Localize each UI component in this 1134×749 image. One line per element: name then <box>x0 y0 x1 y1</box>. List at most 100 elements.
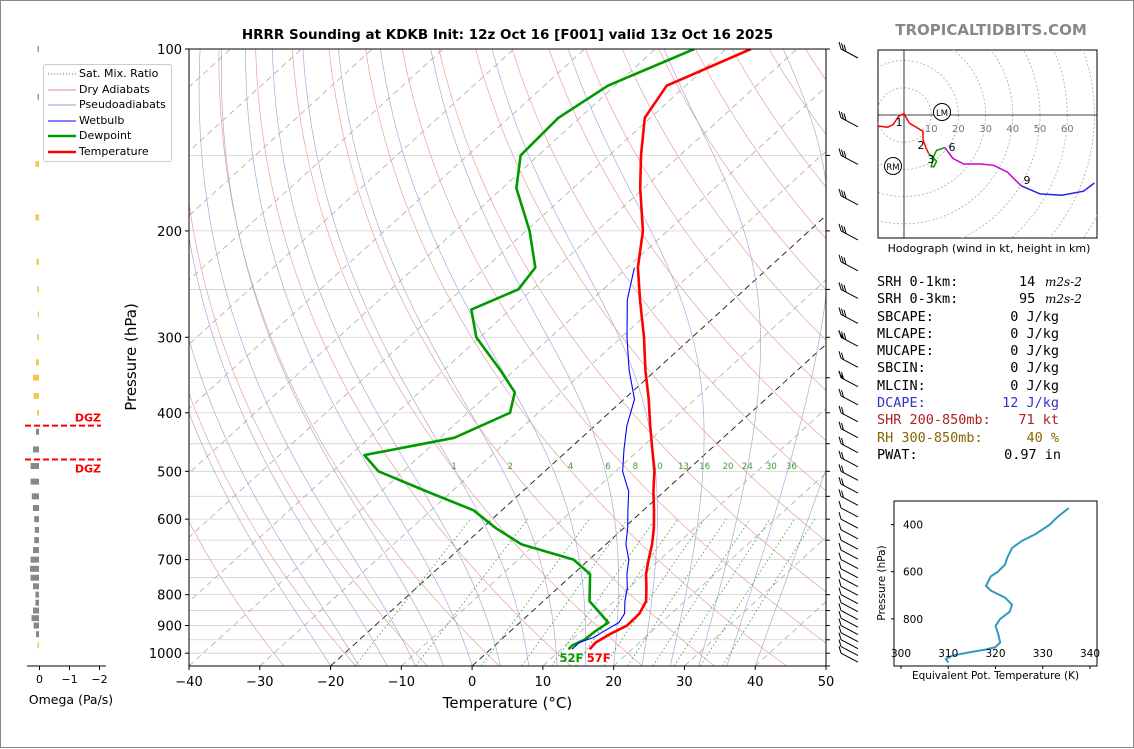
theta-e-frame <box>894 501 1097 666</box>
wind-barbs <box>838 42 858 662</box>
theta-e-y-tick-label: 600 <box>903 567 923 579</box>
legend-swatch <box>48 87 76 93</box>
param-label: SBCIN: <box>877 360 926 376</box>
omega-bar <box>33 583 39 589</box>
omega-bar <box>34 516 39 522</box>
barb-feather <box>839 189 841 196</box>
barb-staff <box>841 49 858 58</box>
y-tick-label: 400 <box>157 407 182 422</box>
rm-label: RM <box>886 163 899 173</box>
brand-watermark: TROPICALTIDBITS.COM <box>881 21 1101 39</box>
param-unit: m2s-2 <box>1045 291 1082 308</box>
barb-staff <box>841 358 858 367</box>
param-label: MLCAPE: <box>877 326 934 342</box>
mixing-ratio-label: 20 <box>723 462 734 472</box>
hodograph-caption: Hodograph (wind in kt, height in km) <box>884 242 1094 255</box>
barb-staff <box>841 262 858 271</box>
y-tick-label: 1000 <box>149 647 182 662</box>
omega-tick-label: −2 <box>91 673 107 686</box>
mixing-ratio-label: 4 <box>568 462 573 472</box>
theta-e-x-label: Equivalent Pot. Temperature (K) <box>912 670 1079 682</box>
wind-barb <box>839 523 858 539</box>
y-axis-label: Pressure (hPa) <box>122 303 140 411</box>
wind-barb <box>839 255 858 271</box>
hodograph-frame <box>878 50 1097 238</box>
mixing-ratio-label: 24 <box>742 462 753 472</box>
mixing-ratio-label: 8 <box>633 462 638 472</box>
barb-feather <box>839 451 841 458</box>
param-value: 14 <box>1019 274 1035 291</box>
y-tick-label: 100 <box>157 43 182 58</box>
wind-barb <box>839 282 858 298</box>
mixing-ratio-label: 36 <box>786 462 797 472</box>
y-tick-label: 300 <box>157 331 182 346</box>
barb-staff <box>841 540 858 549</box>
param-value: 0 J/kg <box>1010 326 1059 343</box>
x-tick-label: 10 <box>535 675 552 690</box>
barb-staff <box>841 595 858 604</box>
param-value: 0 J/kg <box>1010 309 1059 326</box>
y-tick-label: 900 <box>157 620 182 635</box>
dry-adiabat <box>329 49 715 666</box>
param-value: 40 % <box>1026 430 1059 447</box>
barb-feather <box>839 422 841 429</box>
dgz-label: DGZ <box>75 463 101 476</box>
surface-temperature-label: 57F <box>587 651 611 665</box>
dry-adiabat <box>402 49 858 666</box>
param-value: 71 kt <box>1018 412 1059 429</box>
wind-barb <box>839 512 858 528</box>
wind-barb <box>839 553 858 569</box>
barb-feather <box>839 464 841 471</box>
moist-adiabat <box>727 49 830 666</box>
omega-tick-label: 0 <box>36 673 43 686</box>
omega-bar <box>33 375 39 381</box>
barb-staff <box>841 603 858 612</box>
param-row: DCAPE:12 J/kg <box>877 395 1097 412</box>
barb-staff <box>841 155 858 164</box>
barb-feather <box>839 619 841 626</box>
dry-adiabat <box>439 49 930 666</box>
legend-label: Pseudoadiabats <box>79 98 166 111</box>
barb-feather <box>839 588 841 595</box>
x-axis-label: Temperature (°C) <box>442 694 572 712</box>
hodograph-height-label: 2 <box>918 139 925 152</box>
wind-barb <box>839 626 858 642</box>
barb-staff <box>841 337 858 346</box>
legend-item-pseudoadiabats: Pseudoadiabats <box>44 98 171 114</box>
wind-barb <box>839 451 858 467</box>
mixing-ratio-line <box>416 519 528 666</box>
legend-label: Temperature <box>79 145 149 158</box>
theta-e-y-label: Pressure (hPa) <box>876 545 888 620</box>
theta-e-x-tick-label: 340 <box>1080 648 1100 660</box>
legend-label: Dewpoint <box>79 129 131 142</box>
barb-staff <box>841 611 858 620</box>
omega-bar <box>33 547 39 553</box>
skewt-frame <box>189 49 826 666</box>
wind-barb <box>839 148 858 164</box>
x-tick-label: 30 <box>676 675 693 690</box>
legend-item-dry-adiabats: Dry Adiabats <box>44 83 171 99</box>
barb-staff <box>841 569 858 578</box>
legend-label: Sat. Mix. Ratio <box>79 67 158 80</box>
x-tick-label: 20 <box>605 675 622 690</box>
x-tick-label: −20 <box>317 675 344 690</box>
barb-feather <box>839 489 841 496</box>
dgz-label: DGZ <box>75 412 101 425</box>
moist-adiabat <box>339 49 558 666</box>
hodograph-ring-label: 50 <box>1034 124 1047 135</box>
moist-adiabat <box>664 49 761 666</box>
param-row: MLCAPE: 0 J/kg <box>877 326 1097 343</box>
barb-feather <box>839 533 841 540</box>
y-tick-label: 200 <box>157 225 182 240</box>
x-tick-label: −30 <box>246 675 273 690</box>
param-label: MLCIN: <box>877 378 926 394</box>
param-label: DCAPE: <box>877 395 926 411</box>
wind-barb <box>839 389 858 405</box>
x-tick-label: −40 <box>175 675 202 690</box>
barb-staff <box>841 578 858 587</box>
omega-bar <box>34 537 39 543</box>
